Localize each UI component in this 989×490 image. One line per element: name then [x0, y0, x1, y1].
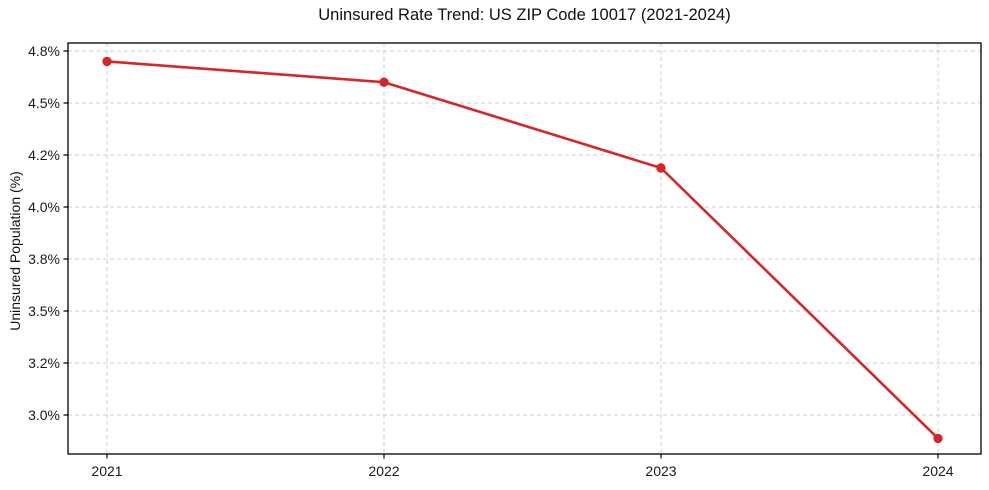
- data-point-marker: [102, 56, 112, 67]
- tick-marks-group: [63, 50, 939, 459]
- x-tick-label: 2021: [91, 463, 123, 479]
- y-tick-label: 4.8%: [28, 43, 60, 59]
- plot-border: [67, 42, 982, 455]
- y-tick-label: 3.8%: [28, 251, 60, 267]
- data-point-marker: [379, 77, 389, 87]
- chart-title: Uninsured Rate Trend: US ZIP Code 10017 …: [318, 6, 731, 24]
- x-tick-label: 2024: [922, 463, 954, 479]
- x-tick-label: 2023: [645, 463, 677, 479]
- y-tick-label: 3.0%: [28, 407, 60, 423]
- y-tick-label: 4.5%: [28, 95, 60, 111]
- x-tick-label: 2022: [368, 463, 400, 479]
- gridlines-group: [68, 43, 981, 454]
- y-tick-label: 3.2%: [28, 355, 60, 371]
- data-point-marker: [656, 163, 666, 173]
- y-tick-label: 4.0%: [28, 199, 60, 215]
- series-group: [102, 56, 943, 444]
- y-tick-label: 3.5%: [28, 303, 60, 319]
- data-point-marker: [933, 433, 943, 444]
- y-tick-label: 4.2%: [28, 147, 60, 163]
- trend-line: [105, 60, 940, 440]
